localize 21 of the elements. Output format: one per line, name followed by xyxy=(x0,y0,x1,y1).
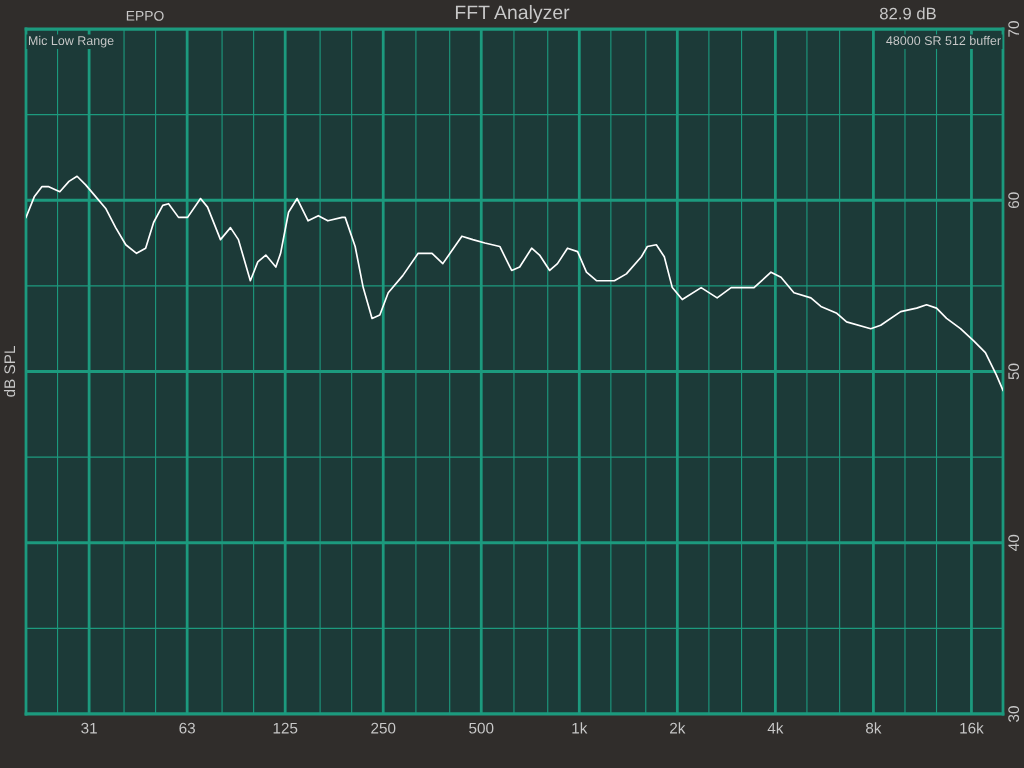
annotation: 48000 SR 512 buffer xyxy=(886,35,1001,46)
x-tick-label: 500 xyxy=(469,722,494,734)
annotation: Mic Low Range xyxy=(28,35,114,48)
x-tick-label: 250 xyxy=(371,722,396,734)
x-tick-label: 8k xyxy=(866,722,882,734)
y-tick-label: 70 xyxy=(1008,21,1020,37)
y-tick-label: 40 xyxy=(1008,534,1020,551)
x-tick-label: 63 xyxy=(179,722,195,734)
x-tick-label: 31 xyxy=(81,722,97,734)
x-tick-label: 4k xyxy=(767,722,784,734)
text: 82.9 dB xyxy=(880,7,936,20)
y-tick-label: 50 xyxy=(1008,363,1020,380)
x-tick-label: 16k xyxy=(960,722,984,734)
text: EPPO xyxy=(126,10,164,21)
chart-title: FFT Analyzer xyxy=(455,4,570,24)
x-tick-label: 1k xyxy=(572,722,588,734)
y-tick-label: 60 xyxy=(1008,192,1020,208)
y-tick-label: 30 xyxy=(1008,706,1020,722)
y-axis-title: dB SPL xyxy=(3,346,16,397)
x-tick-label: 125 xyxy=(273,722,298,734)
x-tick-label: 2k xyxy=(670,722,686,734)
